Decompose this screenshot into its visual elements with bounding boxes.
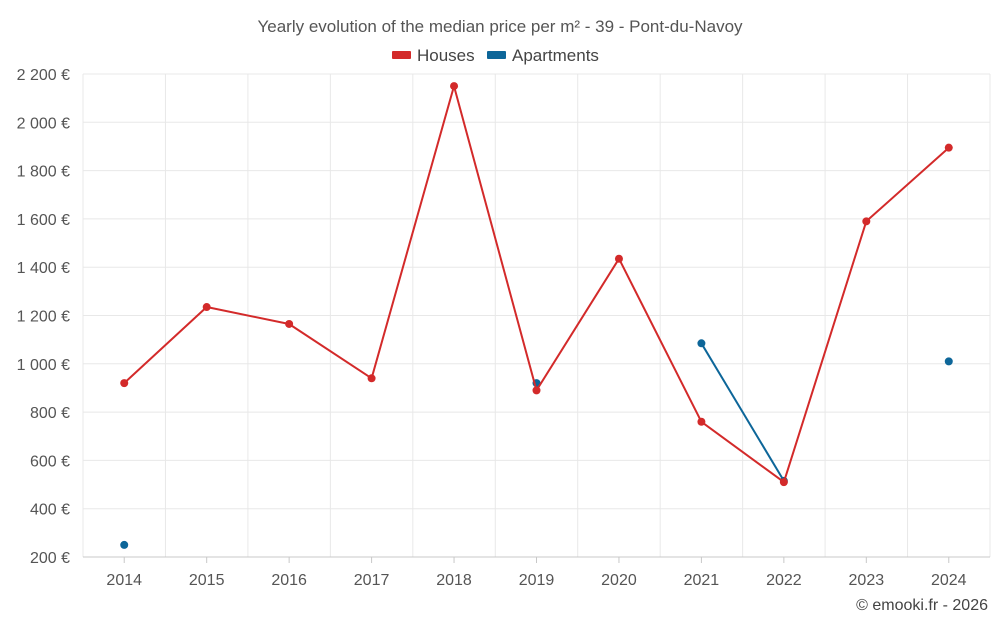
grid	[82, 73, 991, 558]
legend-label-apartments[interactable]: Apartments	[512, 46, 599, 65]
y-tick-label: 200 €	[30, 550, 70, 567]
data-point-houses[interactable]	[285, 319, 294, 328]
y-tick-label: 1 400 €	[17, 260, 70, 277]
legend-label-houses[interactable]: Houses	[417, 46, 475, 65]
y-tick-label: 2 000 €	[17, 115, 70, 132]
x-tick-label: 2015	[189, 572, 225, 589]
legend: Houses Apartments	[392, 46, 599, 65]
y-tick-label: 2 200 €	[17, 67, 70, 84]
legend-swatch-houses	[392, 51, 411, 59]
legend-swatch-apartments	[487, 51, 506, 59]
x-tick-label: 2016	[271, 572, 307, 589]
footer-credit: © emooki.fr - 2026	[856, 597, 988, 614]
data-point-apartments[interactable]	[944, 357, 953, 366]
series	[120, 82, 953, 549]
x-tick-label: 2019	[519, 572, 555, 589]
x-tick-label: 2020	[601, 572, 637, 589]
y-tick-label: 400 €	[30, 502, 70, 519]
x-tick-label: 2024	[931, 572, 967, 589]
x-tick-label: 2022	[766, 572, 802, 589]
data-point-houses[interactable]	[367, 374, 376, 383]
data-point-houses[interactable]	[862, 217, 871, 226]
y-tick-label: 1 600 €	[17, 212, 70, 229]
series-apartments	[120, 339, 953, 549]
y-tick-label: 800 €	[30, 405, 70, 422]
data-point-apartments[interactable]	[697, 339, 706, 348]
data-point-houses[interactable]	[450, 82, 459, 91]
data-point-houses[interactable]	[614, 254, 623, 263]
data-point-houses[interactable]	[532, 386, 541, 395]
x-tick-label: 2017	[354, 572, 390, 589]
x-tick-label: 2023	[849, 572, 885, 589]
y-tick-label: 600 €	[30, 453, 70, 470]
y-tick-label: 1 200 €	[17, 309, 70, 326]
y-tick-label: 1 000 €	[17, 357, 70, 374]
data-point-houses[interactable]	[779, 478, 788, 487]
series-houses	[120, 82, 953, 487]
data-point-houses[interactable]	[697, 417, 706, 426]
data-point-houses[interactable]	[944, 143, 953, 152]
axes: 200 € 400 € 600 € 800 € 1 000 € 1 200 € 1 400 …	[17, 67, 990, 589]
chart-title: Yearly evolution of the median price per…	[257, 17, 743, 36]
data-point-houses[interactable]	[120, 379, 129, 388]
x-tick-label: 2018	[436, 572, 472, 589]
x-tick-label: 2021	[684, 572, 720, 589]
data-point-houses[interactable]	[202, 303, 211, 312]
x-tick-label: 2014	[106, 572, 142, 589]
y-tick-label: 1 800 €	[17, 164, 70, 181]
data-point-apartments[interactable]	[120, 540, 129, 549]
